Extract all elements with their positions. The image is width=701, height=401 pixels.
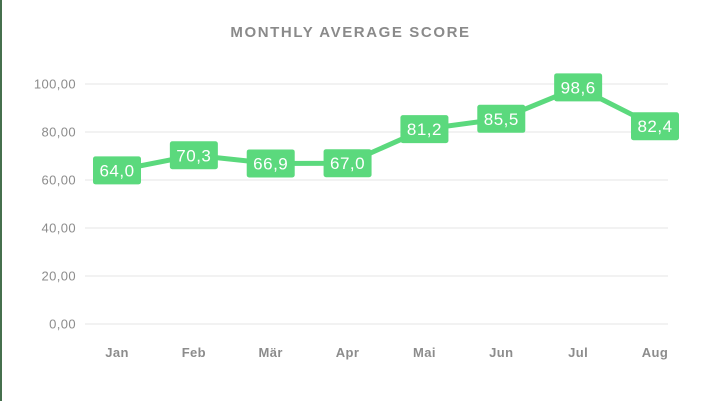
y-tick-label: 60,00 <box>41 173 76 188</box>
x-tick-label: Apr <box>336 345 360 360</box>
point-label-box <box>554 73 603 102</box>
y-tick-label: 40,00 <box>41 221 76 236</box>
x-tick-label: Feb <box>182 345 206 360</box>
point-label-text: 67,0 <box>330 154 365 173</box>
point-label-box <box>477 104 526 133</box>
x-tick-label: Jul <box>568 345 588 360</box>
point-label-text: 85,5 <box>484 110 519 129</box>
x-tick-label: Aug <box>642 345 668 360</box>
y-tick-label: 20,00 <box>41 269 76 284</box>
point-label-box <box>169 141 218 170</box>
point-label-text: 82,4 <box>637 117 672 136</box>
point-label-text: 64,0 <box>99 161 134 180</box>
point-label-box <box>400 115 449 144</box>
left-accent-border <box>0 0 2 401</box>
x-tick-label: Jan <box>105 345 129 360</box>
x-tick-label: Mär <box>259 345 283 360</box>
point-label-text: 81,2 <box>407 120 442 139</box>
point-label-box <box>246 149 295 178</box>
chart-title: MONTHLY AVERAGE SCORE <box>230 24 471 41</box>
x-tick-label: Mai <box>413 345 436 360</box>
point-label-box <box>93 156 141 185</box>
y-tick-label: 100,00 <box>34 77 76 92</box>
y-tick-label: 0,00 <box>49 317 76 332</box>
point-label-text: 66,9 <box>253 154 288 173</box>
point-label-text: 98,6 <box>561 78 596 97</box>
y-tick-label: 80,00 <box>41 125 76 140</box>
x-tick-label: Jun <box>489 345 513 360</box>
point-label-box <box>323 149 372 178</box>
point-label-text: 70,3 <box>176 146 211 165</box>
point-label-box <box>631 112 679 141</box>
